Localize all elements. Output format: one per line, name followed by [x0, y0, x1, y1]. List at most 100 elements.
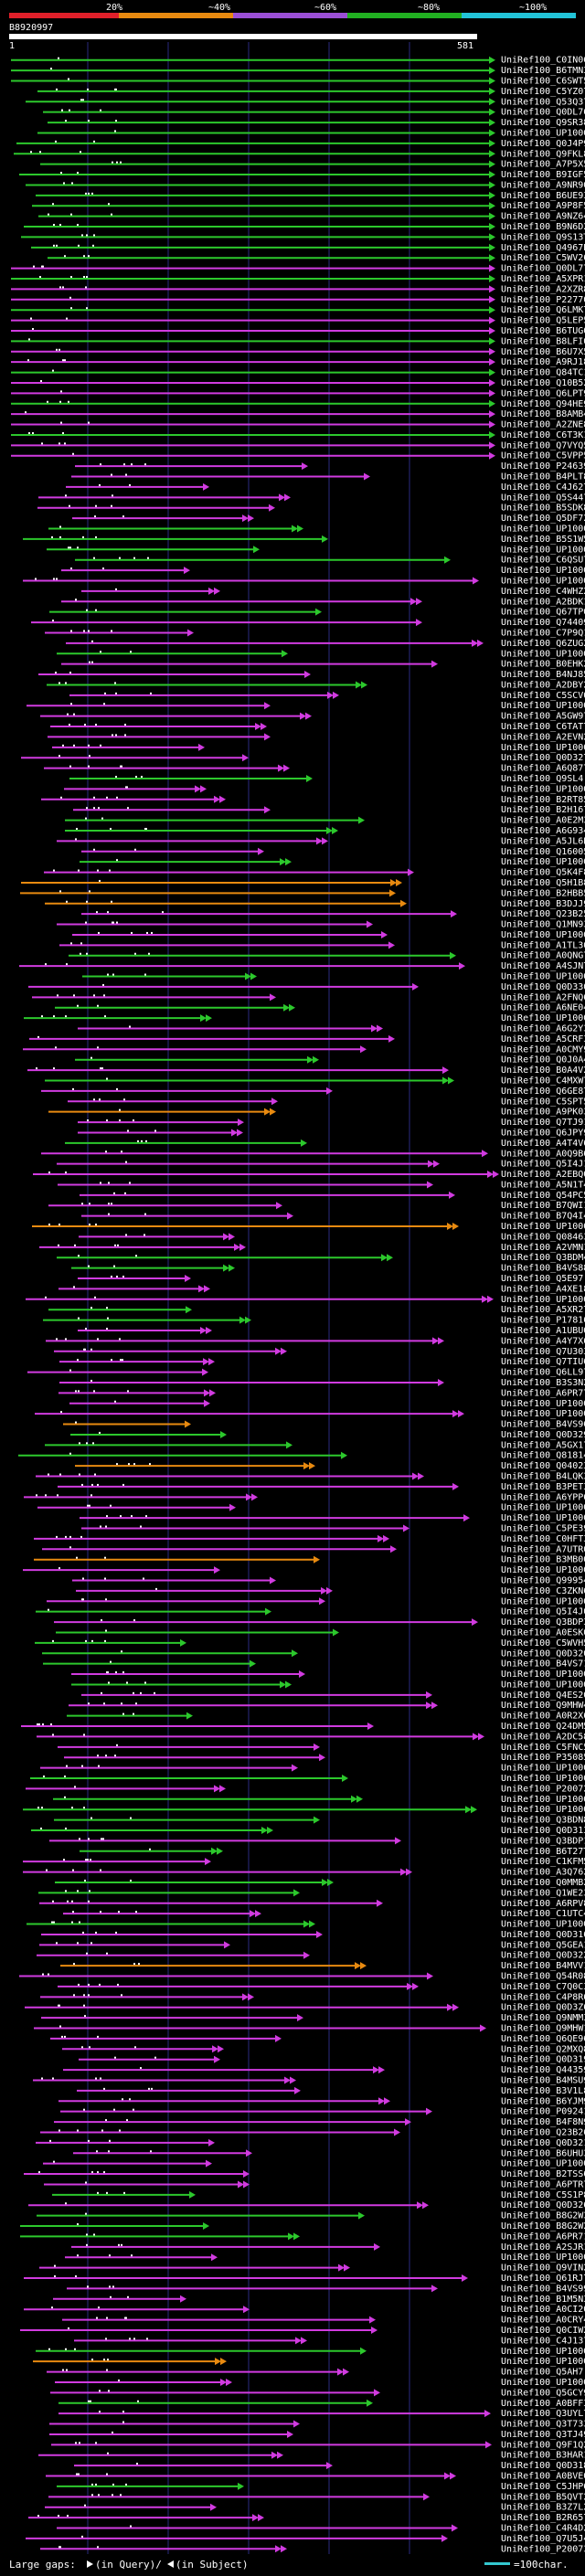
hit-label[interactable]: UniRef100_B5S1W5: [501, 535, 585, 545]
hit-label[interactable]: UniRef100_B3PET3: [501, 1482, 585, 1492]
hit-label[interactable]: UniRef100_B6YJM9: [501, 2096, 585, 2106]
hit-label[interactable]: UniRef100_UP1000..: [501, 972, 585, 982]
hit-label[interactable]: UniRef100_Q9MHW4: [501, 1701, 585, 1711]
hit-label[interactable]: UniRef100_Q04023: [501, 1461, 585, 1471]
hit-label[interactable]: UniRef100_C5WVH5: [501, 1638, 585, 1648]
hit-label[interactable]: UniRef100_A6NE04: [501, 1003, 585, 1013]
hit-label[interactable]: UniRef100_B4VS96: [501, 1420, 585, 1430]
hit-label[interactable]: UniRef100_A6RPV8: [501, 1899, 585, 1909]
hit-label[interactable]: UniRef100_B5SDK8: [501, 504, 585, 514]
hit-label[interactable]: UniRef100_Q9F1Q2: [501, 2440, 585, 2450]
hit-label[interactable]: UniRef100_B2TSS6: [501, 2169, 585, 2179]
hit-label[interactable]: UniRef100_Q0J4P9: [501, 139, 585, 149]
hit-label[interactable]: UniRef100_C4MXW7: [501, 1076, 585, 1086]
hit-label[interactable]: UniRef100_A2FNQ6: [501, 992, 585, 1002]
hit-label[interactable]: UniRef100_A4XE18: [501, 1284, 585, 1294]
hit-label[interactable]: UniRef100_C4J627: [501, 482, 585, 493]
hit-label[interactable]: UniRef100_C4R4D2: [501, 2524, 585, 2534]
hit-label[interactable]: UniRef100_A9NZ64: [501, 212, 585, 222]
hit-label[interactable]: UniRef100_B7QWI1: [501, 1201, 585, 1211]
hit-label[interactable]: UniRef100_Q6LL97: [501, 1368, 585, 1378]
hit-label[interactable]: UniRef100_Q16005: [501, 847, 585, 857]
hit-label[interactable]: UniRef100_A0CI20: [501, 2305, 585, 2315]
hit-label[interactable]: UniRef100_Q3BDM4: [501, 1253, 585, 1263]
hit-label[interactable]: UniRef100_Q0D322: [501, 1951, 585, 1961]
hit-label[interactable]: UniRef100_Q5E97: [501, 1274, 583, 1284]
hit-label[interactable]: UniRef100_UP1000..: [501, 128, 585, 138]
hit-label[interactable]: UniRef100_C5S1P8: [501, 2190, 585, 2200]
hit-label[interactable]: UniRef100_A0CMY9: [501, 1044, 585, 1055]
hit-label[interactable]: UniRef100_B8LFI0: [501, 336, 585, 346]
hit-label[interactable]: UniRef100_B6T27T: [501, 1847, 585, 1857]
hit-label[interactable]: UniRef100_Q6JPY9: [501, 1128, 585, 1138]
hit-label[interactable]: UniRef100_UP1000..: [501, 1565, 585, 1575]
hit-label[interactable]: UniRef100_Q0DL76: [501, 108, 585, 118]
hit-label[interactable]: UniRef100_B0A4V2: [501, 1065, 585, 1076]
hit-label[interactable]: UniRef100_UP1000..: [501, 1013, 585, 1023]
hit-label[interactable]: UniRef100_Q0D318: [501, 2461, 585, 2471]
hit-label[interactable]: UniRef100_B6TUG0: [501, 326, 585, 336]
hit-label[interactable]: UniRef100_B4PLT8: [501, 472, 585, 482]
hit-label[interactable]: UniRef100_A1UBU0: [501, 1326, 585, 1336]
hit-label[interactable]: UniRef100_Q23B25: [501, 909, 585, 919]
hit-label[interactable]: UniRef100_P22770: [501, 295, 585, 305]
hit-label[interactable]: UniRef100_UP1000..: [501, 784, 585, 794]
hit-label[interactable]: UniRef100_B4LQK3: [501, 1472, 585, 1482]
hit-label[interactable]: UniRef100_Q5GEA1: [501, 1940, 585, 1950]
hit-label[interactable]: UniRef100_UP1000..: [501, 1503, 585, 1513]
hit-label[interactable]: UniRef100_Q0J0A4: [501, 1055, 585, 1065]
hit-label[interactable]: UniRef100_C5SPT5: [501, 1097, 585, 1107]
hit-label[interactable]: UniRef100_B4VS71: [501, 1659, 585, 1670]
hit-label[interactable]: UniRef100_A1TL30: [501, 940, 585, 950]
hit-label[interactable]: UniRef100_Q74409: [501, 618, 585, 628]
hit-label[interactable]: UniRef100_A0E2M3: [501, 816, 585, 826]
hit-label[interactable]: UniRef100_Q9NMM3: [501, 2013, 585, 2023]
hit-label[interactable]: UniRef100_Q3BDP3: [501, 1617, 585, 1627]
hit-label[interactable]: UniRef100_Q3BDN8: [501, 1816, 585, 1826]
hit-label[interactable]: UniRef100_Q5K4F8: [501, 868, 585, 878]
hit-label[interactable]: UniRef100_C0HFT3: [501, 1534, 585, 1544]
hit-label[interactable]: UniRef100_Q53Q37: [501, 97, 585, 107]
hit-label[interactable]: UniRef100_B4NJ85: [501, 670, 585, 680]
hit-label[interactable]: UniRef100_A2DC58: [501, 1732, 585, 1742]
hit-label[interactable]: UniRef100_Q0MMB2: [501, 1878, 585, 1888]
hit-label[interactable]: UniRef100_A3Q762: [501, 1868, 585, 1878]
hit-label[interactable]: UniRef100_Q0D327: [501, 753, 585, 763]
hit-label[interactable]: UniRef100_UP1000..: [501, 566, 585, 576]
hit-label[interactable]: UniRef100_C6QSU7: [501, 556, 585, 566]
hit-label[interactable]: UniRef100_UP1000..: [501, 1409, 585, 1419]
hit-label[interactable]: UniRef100_B3HAR1: [501, 2451, 585, 2461]
hit-label[interactable]: UniRef100_Q0D320: [501, 1648, 585, 1659]
hit-label[interactable]: UniRef100_UP1000..: [501, 1399, 585, 1409]
hit-label[interactable]: UniRef100_B4F8N9: [501, 2117, 585, 2127]
hit-label[interactable]: UniRef100_B3V1L8: [501, 2086, 585, 2096]
hit-label[interactable]: UniRef100_A5GX17: [501, 1440, 585, 1450]
hit-label[interactable]: UniRef100_UP1000..: [501, 1670, 585, 1680]
hit-label[interactable]: UniRef100_B2HBB5: [501, 888, 585, 898]
hit-label[interactable]: UniRef100_A5N1T4: [501, 1180, 585, 1190]
hit-label[interactable]: UniRef100_UP1000..: [501, 1920, 585, 1930]
hit-label[interactable]: UniRef100_Q7TIU6: [501, 1357, 585, 1367]
hit-label[interactable]: UniRef100_Q67TP0: [501, 608, 585, 618]
hit-label[interactable]: UniRef100_Q3TJ49: [501, 2430, 585, 2440]
hit-label[interactable]: UniRef100_B3S3N2: [501, 1378, 585, 1388]
hit-label[interactable]: UniRef100_Q99954: [501, 1575, 585, 1585]
hit-label[interactable]: UniRef100_Q6ZUG2: [501, 639, 585, 649]
hit-label[interactable]: UniRef100_UP1000..: [501, 2357, 585, 2367]
hit-label[interactable]: UniRef100_C7P9Q1: [501, 628, 585, 638]
hit-label[interactable]: UniRef100_UP1000..: [501, 1596, 585, 1606]
hit-label[interactable]: UniRef100_Q61RJ7: [501, 2274, 585, 2284]
hit-label[interactable]: UniRef100_Q08463: [501, 1232, 585, 1242]
hit-label[interactable]: UniRef100_A4Y7X6: [501, 1336, 585, 1346]
hit-label[interactable]: UniRef100_B3DJJ9: [501, 899, 585, 909]
hit-label[interactable]: UniRef100_C4J137: [501, 2336, 585, 2346]
hit-label[interactable]: UniRef100_Q5LEP5: [501, 316, 585, 326]
hit-label[interactable]: UniRef100_B8G2W2: [501, 2221, 585, 2231]
hit-label[interactable]: UniRef100_P24639-2: [501, 461, 585, 472]
hit-label[interactable]: UniRef100_A2SJR1: [501, 2242, 585, 2253]
hit-label[interactable]: UniRef100_Q0D319: [501, 2055, 585, 2065]
hit-label[interactable]: UniRef100_Q6LMK7: [501, 305, 585, 315]
hit-label[interactable]: UniRef100_B4MVV1: [501, 1961, 585, 1971]
hit-label[interactable]: UniRef100_Q9VIN2: [501, 2263, 585, 2274]
hit-label[interactable]: UniRef100_A6G2Y3: [501, 1024, 585, 1034]
